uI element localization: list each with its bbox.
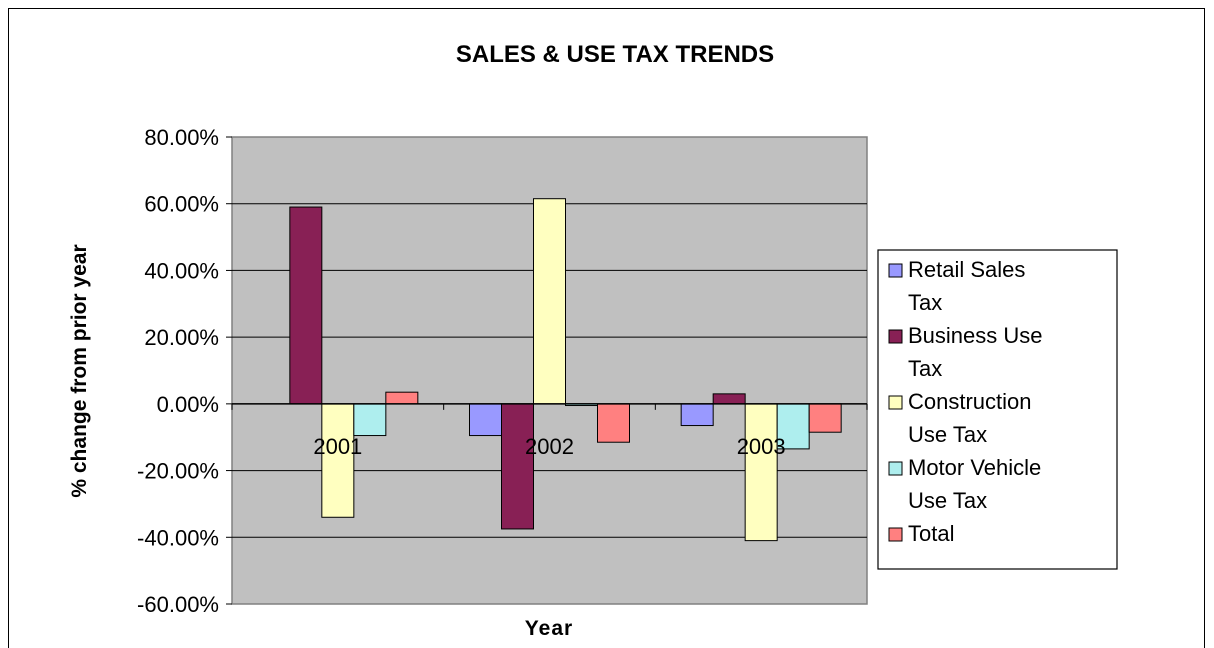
y-tick-label: 40.00% bbox=[144, 258, 219, 283]
bar-total-2003 bbox=[808, 403, 842, 433]
y-axis-tick-labels: 80.00% 60.00% 40.00% 20.00% 0.00% -20.00% -40.… bbox=[137, 125, 219, 617]
legend-swatch bbox=[888, 527, 903, 542]
legend-swatch bbox=[888, 329, 903, 344]
bars bbox=[289, 198, 842, 542]
legend-label: Use Tax bbox=[908, 488, 987, 513]
legend-label: Tax bbox=[908, 356, 942, 381]
bar-retail-sales-tax-2002 bbox=[469, 403, 502, 437]
chart-title: SALES & USE TAX TRENDS bbox=[456, 41, 774, 68]
legend-label: Retail Sales bbox=[908, 257, 1025, 282]
category-label-2001: 2001 bbox=[313, 434, 362, 459]
y-tick-label: -20.00% bbox=[137, 459, 219, 484]
legend-label: Motor Vehicle bbox=[908, 455, 1041, 480]
bar-motor-vehicle-use-tax-2003 bbox=[776, 403, 810, 450]
category-label-2002: 2002 bbox=[525, 434, 574, 459]
bar-business-use-tax-2002 bbox=[501, 403, 534, 530]
legend-label: Use Tax bbox=[908, 422, 987, 447]
legend-swatch bbox=[888, 461, 903, 476]
legend-label: Construction bbox=[908, 389, 1032, 414]
bar-total-2002 bbox=[597, 403, 630, 443]
y-axis-label: % change from prior year bbox=[68, 244, 91, 497]
legend-box bbox=[877, 249, 1118, 570]
bar-construction-use-tax-2003 bbox=[744, 403, 778, 542]
bar-business-use-tax-2001 bbox=[289, 206, 323, 405]
bar-construction-use-tax-2002 bbox=[533, 198, 566, 405]
y-tick-label: 80.00% bbox=[144, 125, 219, 150]
y-tick-label: 20.00% bbox=[144, 325, 219, 350]
legend: Retail Sales Tax Business Use Tax Constructi… bbox=[877, 249, 1118, 570]
bar-business-use-tax-2003 bbox=[712, 393, 746, 405]
legend-items: Retail Sales Tax Business Use Tax Constructi… bbox=[888, 257, 1043, 546]
category-labels: 2001 2002 2003 bbox=[313, 434, 785, 459]
y-tick-label: -60.00% bbox=[137, 592, 219, 617]
x-axis-label: Year bbox=[525, 617, 573, 640]
legend-swatch bbox=[888, 263, 903, 278]
x-axis-line bbox=[231, 403, 868, 410]
y-tick-label: 0.00% bbox=[157, 392, 219, 417]
bar-total-2001 bbox=[385, 391, 419, 405]
bar-retail-sales-tax-2003 bbox=[680, 403, 714, 427]
legend-swatch bbox=[888, 395, 903, 410]
bar-motor-vehicle-use-tax-2001 bbox=[353, 403, 387, 437]
y-tick-label: -40.00% bbox=[137, 525, 219, 550]
legend-label: Tax bbox=[908, 290, 942, 315]
legend-label: Total bbox=[908, 521, 954, 546]
y-tick-label: 60.00% bbox=[144, 192, 219, 217]
bar-construction-use-tax-2001 bbox=[321, 403, 355, 518]
category-label-2003: 2003 bbox=[737, 434, 786, 459]
legend-label: Business Use bbox=[908, 323, 1043, 348]
